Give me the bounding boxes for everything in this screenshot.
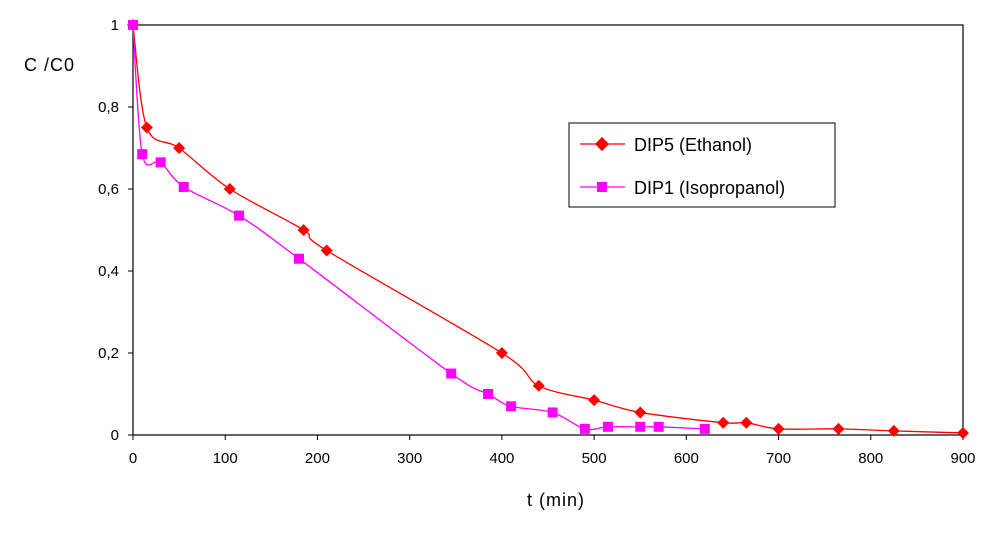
data-point [547,407,558,418]
legend-label-dip1: DIP1 (Isopropanol) [634,178,785,198]
series-1 [128,20,710,434]
x-tick-label: 400 [489,450,514,467]
x-tick-label: 0 [129,450,137,467]
data-point [506,401,517,412]
x-tick-label: 100 [213,450,238,467]
data-point [653,421,664,432]
legend-marker-dip5 [594,136,610,152]
y-tick-label: 0,2 [98,345,119,362]
data-point [137,149,148,160]
plot-area [132,24,964,436]
x-tick-label: 200 [305,450,330,467]
data-point [634,406,647,419]
data-point [635,421,646,432]
data-point [699,423,710,434]
y-tick-label: 0,6 [98,181,119,198]
y-axis-title: C /C0 [24,55,75,75]
data-point [297,224,310,236]
y-tick-label: 0,4 [98,263,119,280]
data-point [446,368,457,379]
y-tick-label: 0 [111,427,119,444]
data-point [223,183,236,195]
legend-label-dip5: DIP5 (Ethanol) [634,135,752,155]
x-axis-title: t (min) [527,490,585,510]
x-tick-label: 800 [858,450,883,467]
data-point [832,422,845,435]
data-point [140,121,153,134]
data-point [178,181,189,192]
x-tick-label: 300 [397,450,422,467]
legend: DIP5 (Ethanol) DIP1 (Isopropanol) [568,122,836,208]
series-layer [127,19,969,439]
data-point [588,394,601,407]
x-axis: 0 100 200 300 400 500 600 700 800 900 [129,435,976,467]
data-point [887,424,900,437]
data-point [483,389,494,399]
data-point [717,416,730,429]
x-tick-label: 700 [766,450,791,467]
data-point [602,421,613,432]
data-point [495,347,508,359]
y-tick-label: 0,8 [98,99,119,116]
legend-box [568,122,836,208]
data-point [579,423,590,434]
data-point [128,20,138,30]
y-axis: 0 0,2 0,4 0,6 0,8 1 [98,17,133,444]
data-point [957,426,969,439]
x-tick-label: 500 [582,450,607,467]
x-tick-label: 900 [950,450,975,467]
data-point [740,416,753,429]
x-tick-label: 600 [674,450,699,467]
data-point [173,142,186,154]
data-point [320,244,333,257]
data-point [772,422,785,435]
data-point [155,157,166,168]
legend-marker-dip1 [597,182,607,192]
y-tick-label: 1 [111,17,119,34]
data-point [294,253,304,264]
data-point [532,379,545,392]
data-point [234,210,245,221]
